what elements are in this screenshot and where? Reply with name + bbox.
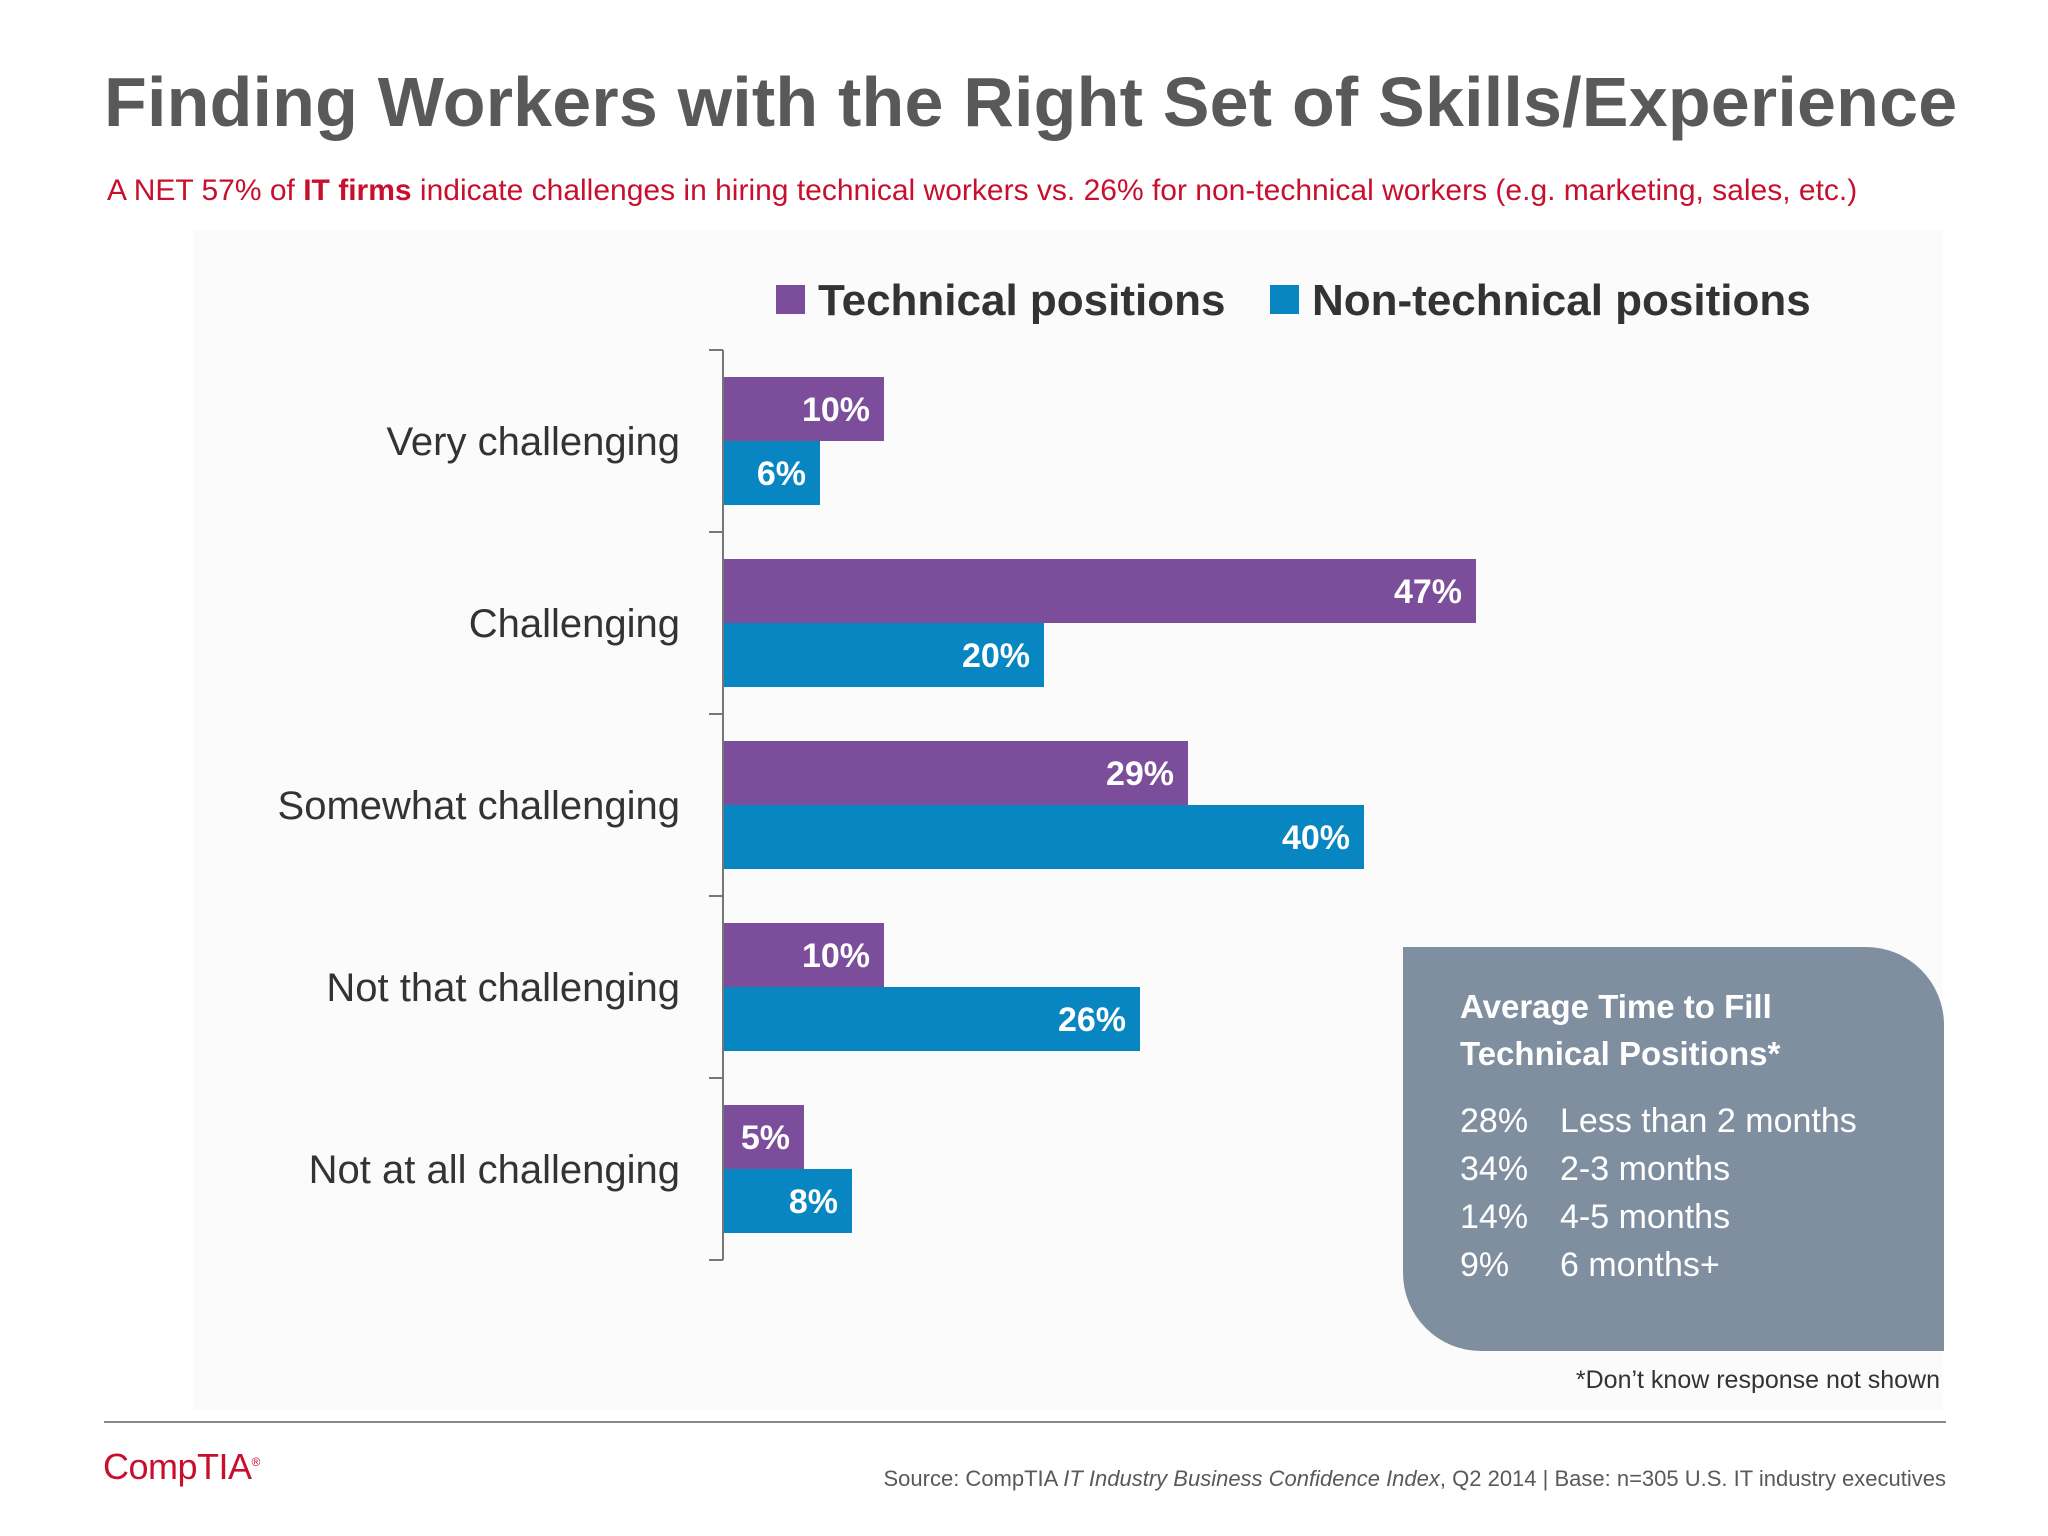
- data-label: 20%: [962, 637, 1030, 675]
- callout-box: Average Time to Fill Technical Positions…: [1403, 947, 1944, 1351]
- bar: [724, 741, 1188, 805]
- subtitle-bold: IT firms: [303, 174, 412, 207]
- source-post: , Q2 2014 | Base: n=305 U.S. IT industry…: [1439, 1466, 1946, 1491]
- callout-row: 14% 4-5 months: [1460, 1193, 1730, 1241]
- source-italic: IT Industry Business Confidence Index: [1063, 1466, 1440, 1491]
- legend-label: Technical positions: [818, 276, 1225, 325]
- data-label: 10%: [802, 391, 870, 429]
- data-label: 6%: [757, 455, 806, 493]
- category-label: Not at all challenging: [309, 1148, 680, 1192]
- bar: [724, 1169, 852, 1233]
- subtitle: A NET 57% of IT firms indicate challenge…: [107, 174, 2007, 208]
- data-label: 26%: [1058, 1001, 1126, 1039]
- callout-row: 28% Less than 2 months: [1460, 1097, 1857, 1145]
- bar: [724, 559, 1476, 623]
- callout-row: 9% 6 months+: [1460, 1241, 1720, 1289]
- category-label: Very challenging: [386, 420, 680, 464]
- bar: [724, 987, 1140, 1051]
- source-line: Source: CompTIA IT Industry Business Con…: [884, 1466, 1947, 1492]
- page-title: Finding Workers with the Right Set of Sk…: [104, 63, 1958, 141]
- legend-swatch: [1270, 285, 1299, 314]
- callout-row-pct: 14%: [1460, 1198, 1529, 1236]
- data-label: 40%: [1282, 819, 1350, 857]
- category-label: Challenging: [469, 602, 680, 646]
- callout-row-pct: 28%: [1460, 1102, 1529, 1140]
- callout-title: Average Time to Fill Technical Positions…: [1460, 983, 1930, 1077]
- footer-divider: [104, 1421, 1946, 1423]
- callout-row-label: Less than 2 months: [1560, 1102, 1857, 1140]
- registered-mark-icon: ®: [251, 1455, 261, 1469]
- legend-swatch: [776, 285, 805, 314]
- callout-title-line1: Average Time to Fill: [1460, 988, 1772, 1025]
- bar: [724, 377, 884, 441]
- data-label: 47%: [1394, 573, 1462, 611]
- bar: [724, 441, 820, 505]
- footnote: *Don’t know response not shown: [1575, 1366, 1940, 1394]
- data-label: 8%: [789, 1183, 838, 1221]
- callout-row: 34% 2-3 months: [1460, 1145, 1730, 1193]
- source-pre: Source: CompTIA: [883, 1466, 1064, 1491]
- bar: [724, 923, 884, 987]
- bar: [724, 805, 1364, 869]
- callout-row-label: 2-3 months: [1560, 1150, 1731, 1188]
- data-label: 5%: [741, 1119, 790, 1157]
- category-label: Somewhat challenging: [278, 784, 680, 828]
- data-label: 29%: [1106, 755, 1174, 793]
- callout-row-label: 4-5 months: [1560, 1198, 1731, 1236]
- callout-title-line2: Technical Positions*: [1460, 1035, 1781, 1072]
- category-label: Not that challenging: [326, 966, 680, 1010]
- subtitle-pre: A NET 57% of: [107, 174, 304, 207]
- callout-row-pct: 9%: [1460, 1246, 1510, 1284]
- logo-text: CompTIA: [103, 1446, 252, 1487]
- data-label: 10%: [802, 937, 870, 975]
- callout-row-label: 6 months+: [1560, 1246, 1720, 1284]
- bar: [724, 1105, 804, 1169]
- subtitle-post: indicate challenges in hiring technical …: [411, 174, 1858, 207]
- callout-row-pct: 34%: [1460, 1150, 1529, 1188]
- bar: [724, 623, 1044, 687]
- legend-label: Non-technical positions: [1312, 276, 1811, 325]
- comptia-logo: CompTIA®: [103, 1446, 260, 1488]
